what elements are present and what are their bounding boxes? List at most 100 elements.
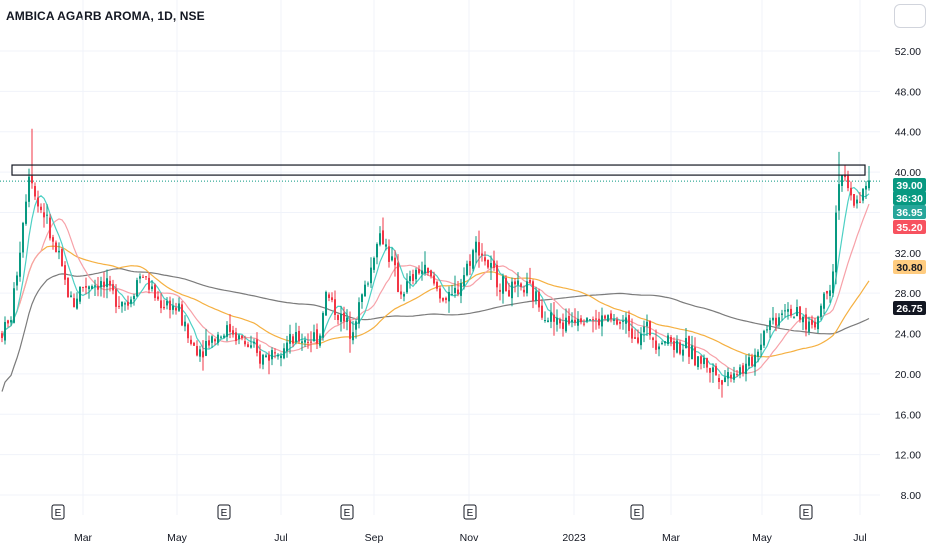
candle-body <box>58 250 60 253</box>
x-tick-label: May <box>167 532 188 544</box>
candle-body <box>802 316 804 323</box>
candle-body <box>193 342 195 346</box>
candle-body <box>826 291 828 294</box>
candle-body <box>343 312 345 322</box>
candle-body <box>262 354 264 365</box>
candle-body <box>634 337 636 339</box>
y-tick-label: 12.00 <box>895 450 921 462</box>
candle-body <box>736 373 738 375</box>
earnings-marker-label: E <box>467 508 474 519</box>
candle-body <box>490 262 492 268</box>
candle-body <box>487 259 489 268</box>
candle-body <box>421 270 423 274</box>
resistance-box <box>11 164 866 176</box>
candle-body <box>718 377 720 383</box>
candle-body <box>91 286 93 289</box>
candle-body <box>502 276 504 294</box>
y-tick-label: 28.00 <box>895 288 921 300</box>
candle-body <box>439 288 441 299</box>
x-tick-label: May <box>752 532 773 544</box>
candle-body <box>751 356 753 366</box>
candle-body <box>586 318 588 322</box>
candle-body <box>22 222 24 253</box>
candle-body <box>61 249 63 267</box>
candle-body <box>16 275 18 286</box>
candle-body <box>118 305 120 307</box>
candle-body <box>448 292 450 302</box>
y-tick-label: 32.00 <box>895 248 921 260</box>
candle-body <box>598 318 600 326</box>
candle-body <box>4 322 6 341</box>
candle-body <box>433 275 435 284</box>
candle-body <box>322 312 324 338</box>
candle-body <box>391 256 393 261</box>
candle-body <box>229 324 231 332</box>
earnings-marker-icon <box>799 504 813 520</box>
candle-body <box>358 302 360 324</box>
candle-body <box>811 319 813 325</box>
candle-body <box>436 281 438 289</box>
candle-body <box>355 321 357 330</box>
candle-body <box>241 335 243 339</box>
candle-body <box>454 287 456 294</box>
candle-body <box>160 300 162 309</box>
candle-body <box>823 293 825 309</box>
candle-body <box>475 241 477 253</box>
y-tick-label: 40.00 <box>895 167 921 179</box>
candle-body <box>250 345 252 348</box>
candle-body <box>301 341 303 343</box>
candle-body <box>616 319 618 325</box>
x-tick-label: 2023 <box>562 532 586 544</box>
candle-body <box>247 344 249 348</box>
ma-mid-line <box>1 203 870 375</box>
candle-body <box>547 320 549 323</box>
candle-body <box>727 372 729 379</box>
candle-body <box>370 267 372 284</box>
candle-body <box>145 276 147 278</box>
candle-body <box>862 188 864 201</box>
candle-body <box>256 339 258 353</box>
candle-body <box>580 318 582 323</box>
candle-body <box>541 305 543 318</box>
candle-body <box>523 289 525 293</box>
candle-body <box>106 278 108 287</box>
candle-body <box>319 335 321 346</box>
candle-body <box>208 340 210 346</box>
earnings-marker-icon <box>463 504 477 520</box>
candle-body <box>481 253 483 256</box>
candle-body <box>430 270 432 277</box>
candle-body <box>49 217 51 239</box>
top-right-button[interactable] <box>894 4 926 28</box>
candle-body <box>280 355 282 359</box>
earnings-marker-label: E <box>55 508 62 519</box>
candle-body <box>820 305 822 317</box>
earnings-marker-label: E <box>344 508 351 519</box>
candle-body <box>544 320 546 322</box>
candle-body <box>508 290 510 297</box>
candle-body <box>1 333 3 338</box>
candle-body <box>841 175 843 186</box>
candle-body <box>478 242 480 256</box>
earnings-marker-icon <box>340 504 354 520</box>
candle-body <box>199 349 201 357</box>
candle-body <box>85 286 87 288</box>
candle-body <box>37 197 39 207</box>
candle-body <box>577 318 579 326</box>
candle-body <box>868 180 870 189</box>
candle-body <box>169 300 171 311</box>
candle-body <box>760 344 762 351</box>
candle-body <box>232 330 234 335</box>
candle-body <box>295 331 297 342</box>
candle-body <box>151 286 153 289</box>
price-badge <box>893 260 926 274</box>
candle-body <box>535 291 537 301</box>
candle-body <box>67 277 69 298</box>
candle-body <box>70 295 72 297</box>
candle-body <box>730 374 732 379</box>
candle-body <box>556 317 558 325</box>
candle-body <box>121 301 123 307</box>
candle-body <box>589 319 591 321</box>
candle-body <box>244 341 246 345</box>
